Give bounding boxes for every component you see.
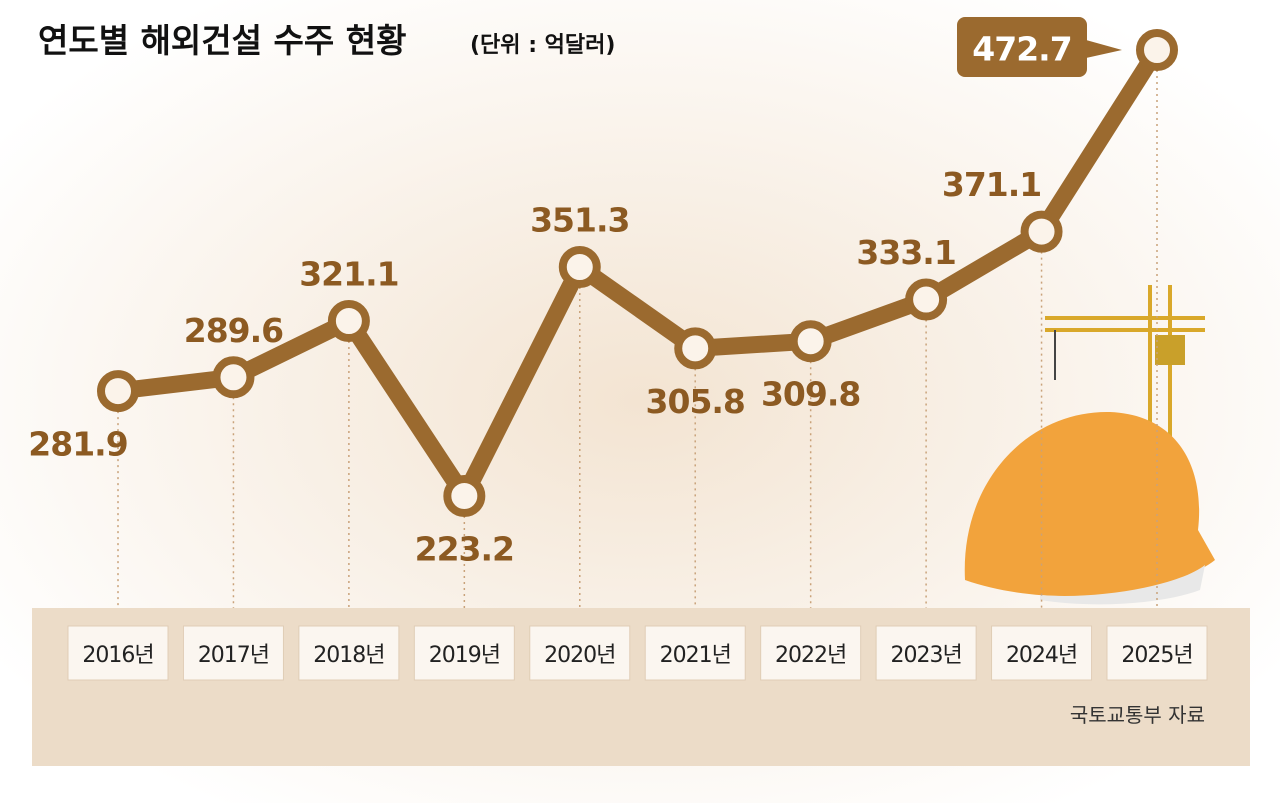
- helmet: [964, 411, 1215, 597]
- data-label: 289.6: [184, 311, 283, 350]
- data-label: 321.1: [299, 254, 398, 293]
- category-box: [644, 625, 746, 681]
- point: [212, 356, 255, 399]
- chart-title: 연도별 해외건설 수주 현황: [38, 21, 406, 60]
- point: [97, 370, 139, 413]
- x-tick-label: 2018년: [313, 643, 384, 668]
- point: [1136, 29, 1178, 71]
- category-box: [991, 625, 1093, 681]
- category-box: [182, 625, 284, 681]
- x-tick-label: 2019년: [429, 643, 500, 668]
- x-tick-label: 2017년: [198, 643, 269, 668]
- point: [558, 246, 601, 289]
- data-label: 281.9: [28, 425, 127, 464]
- x-tick-label: 2024년: [1006, 643, 1077, 668]
- source: 국토교통부 자료: [1070, 703, 1205, 727]
- data-label: 223.2: [415, 530, 514, 569]
- point: [327, 299, 370, 342]
- x-tick-label: 2021년: [660, 643, 731, 668]
- data-label: 351.3: [530, 201, 629, 240]
- category-box: [67, 625, 169, 681]
- data-label: 309.8: [761, 375, 860, 414]
- point: [674, 327, 717, 370]
- point: [905, 278, 948, 321]
- point: [443, 475, 486, 517]
- value-pointer: [1086, 40, 1122, 58]
- category-box: [1106, 625, 1208, 681]
- value-box: [957, 17, 1087, 77]
- x-tick-label: 2020년: [544, 643, 615, 668]
- plot: 2016년 2017년 2018년 2019년 2020년 2021년 2022년 2023년…: [28, 17, 1208, 681]
- point: [789, 320, 832, 363]
- x-tick-label: 2022년: [775, 643, 846, 668]
- data-label: 333.1: [856, 233, 955, 272]
- category-box: [875, 625, 977, 681]
- point: [1020, 210, 1063, 253]
- x-tick-label: 2025년: [1121, 643, 1192, 668]
- x-tick-label: 2016년: [82, 643, 153, 668]
- category-box: [298, 625, 400, 681]
- illustration: [964, 285, 1215, 605]
- series-line: [116, 45, 1165, 505]
- crane-cab: [1155, 335, 1185, 365]
- data-label: 371.1: [942, 165, 1041, 204]
- x-tick-label: 2023년: [890, 643, 961, 668]
- category-box: [760, 625, 862, 681]
- data-label: 305.8: [646, 382, 745, 421]
- category-box: [529, 625, 631, 681]
- chart-subtitle: (단위 : 억달러): [470, 33, 615, 58]
- data-label: 472.7: [972, 30, 1071, 69]
- category-box: [413, 625, 515, 681]
